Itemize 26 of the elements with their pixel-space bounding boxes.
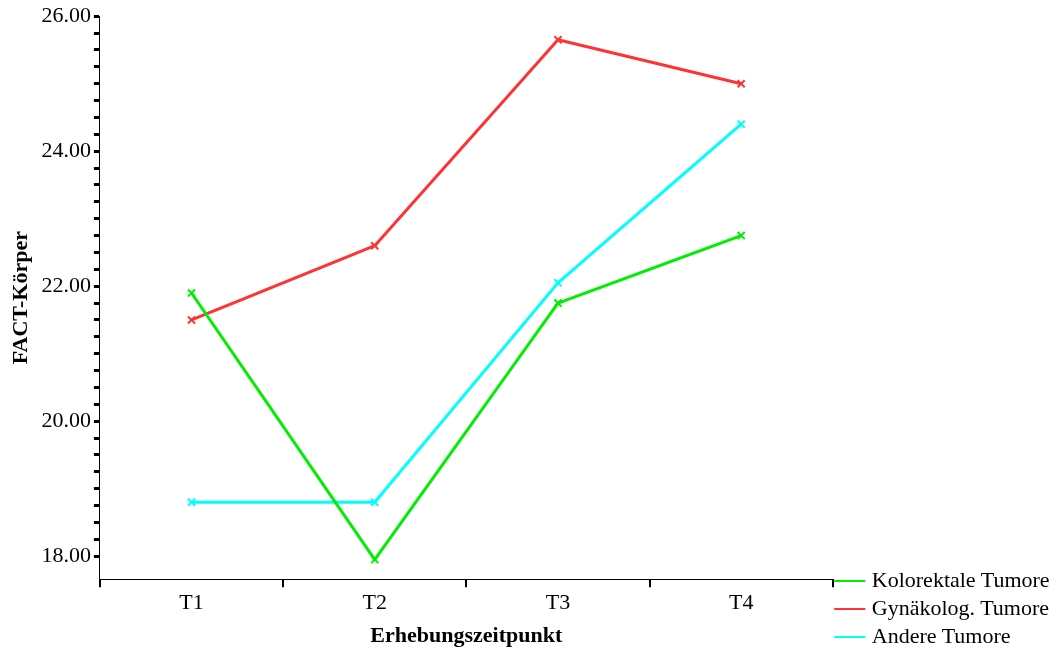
x-tick-label: T2 (362, 589, 387, 615)
point (736, 231, 746, 241)
point (186, 497, 197, 507)
x-tick-label: T4 (728, 589, 754, 615)
y-tick-label: 26.00 (41, 1, 91, 27)
y-axis-title: FACT-Körper (6, 230, 32, 365)
y-tick-label: 18.00 (41, 542, 91, 568)
point (370, 497, 380, 507)
legend-label: Andere Tumore (871, 622, 1011, 648)
point (736, 119, 746, 129)
point (736, 79, 746, 89)
x-tick-label: T3 (545, 589, 571, 615)
point (553, 298, 563, 308)
y-tick-label: 22.00 (41, 272, 91, 298)
point (370, 241, 380, 251)
y-tick-label: 20.00 (41, 407, 91, 433)
x-tick-label: T1 (179, 589, 204, 615)
x-axis-title: Erhebungszeitpunkt (370, 622, 563, 648)
legend-label: Gynäkolog. Tumore (871, 594, 1050, 620)
y-tick-label: 24.00 (41, 136, 91, 162)
point (186, 288, 197, 298)
legend-label: Kolorektale Tumore (871, 566, 1050, 592)
point (553, 278, 563, 288)
point (553, 35, 563, 45)
point (186, 315, 197, 325)
point (370, 555, 380, 565)
